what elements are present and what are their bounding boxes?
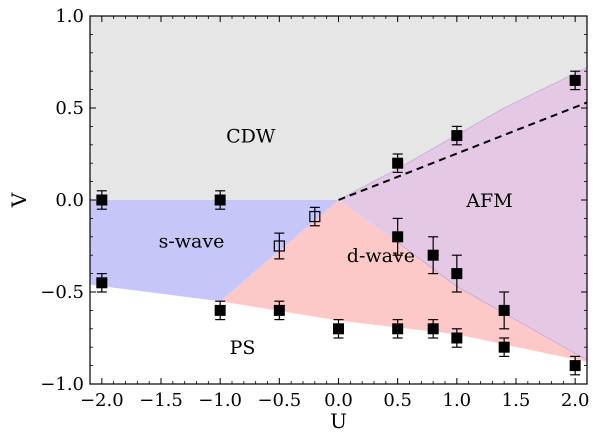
region-cdw (90, 16, 587, 200)
region-label-afm: AFM (465, 190, 512, 212)
data-point (451, 328, 463, 348)
filled-square-marker (333, 323, 344, 335)
data-point (451, 254, 463, 293)
x-tick-label: 0.5 (383, 390, 412, 411)
y-tick-label: −1.0 (40, 374, 84, 395)
filled-square-marker (498, 341, 510, 353)
data-point (309, 206, 321, 227)
region-d-wave (220, 200, 587, 362)
y-axis-label: V (7, 192, 31, 208)
y-tick-label: 1.0 (55, 6, 84, 27)
region-label-cdw: CDW (226, 126, 276, 148)
y-tick-label: 0.5 (55, 98, 84, 119)
open-square-marker (309, 210, 321, 223)
data-point (498, 337, 510, 357)
data-point (96, 190, 108, 210)
data-points-layer (96, 70, 581, 376)
filled-square-marker (498, 304, 510, 316)
dashed-line-layer (338, 101, 588, 201)
filled-square-marker (569, 74, 581, 86)
filled-square-marker (451, 332, 463, 344)
filled-square-marker (214, 304, 226, 316)
data-point (214, 190, 226, 210)
regions-layer (90, 16, 587, 362)
data-point (333, 319, 344, 339)
filled-square-marker (392, 323, 404, 335)
x-tick-label: −2.0 (80, 390, 124, 411)
region-s-wave (90, 200, 339, 302)
x-tick-label: 1.0 (443, 390, 472, 411)
data-point (569, 355, 581, 376)
data-point (273, 300, 285, 321)
filled-square-marker (569, 360, 581, 372)
data-point (96, 273, 108, 293)
filled-square-marker (392, 231, 404, 243)
data-point (392, 217, 404, 256)
region-labels-layer: CDW s-wave d-wave AFM PS (159, 126, 513, 360)
data-point (569, 70, 581, 91)
x-tick-label: −1.0 (198, 390, 242, 411)
data-point (392, 319, 404, 339)
dashed-boundary-line (338, 101, 588, 201)
x-axis-label: U (330, 409, 347, 433)
x-tick-label: 2.0 (561, 390, 590, 411)
filled-square-marker (427, 249, 439, 261)
filled-square-marker (451, 130, 463, 142)
data-point (214, 300, 226, 321)
x-tick-label: −0.5 (257, 390, 301, 411)
filled-square-marker (451, 268, 463, 280)
filled-square-marker (96, 277, 108, 289)
region-label-s-wave: s-wave (159, 230, 225, 252)
data-point (273, 232, 285, 260)
open-square-marker (273, 240, 285, 252)
filled-square-marker (96, 194, 108, 206)
data-point (392, 153, 404, 173)
region-label-ps: PS (230, 337, 256, 359)
data-point (498, 291, 510, 330)
region-label-d-wave: d-wave (347, 245, 415, 267)
x-tick-label: 1.5 (502, 390, 531, 411)
y-tick-label: 0.0 (55, 190, 84, 211)
data-point (427, 319, 439, 339)
filled-square-marker (214, 194, 226, 206)
filled-square-marker (392, 157, 404, 169)
x-tick-label: −1.5 (139, 390, 183, 411)
x-tick-label: 0.0 (324, 390, 353, 411)
ticks-layer: −2.0 −1.5 −1.0 −0.5 0.0 0.5 1.0 1.5 2.0 −1.0 −0.5 0… (40, 6, 589, 411)
data-point (427, 236, 439, 275)
filled-square-marker (273, 304, 285, 316)
y-tick-label: −0.5 (40, 282, 84, 303)
region-afm (338, 67, 587, 361)
filled-square-marker (427, 323, 439, 335)
data-point (451, 125, 463, 146)
